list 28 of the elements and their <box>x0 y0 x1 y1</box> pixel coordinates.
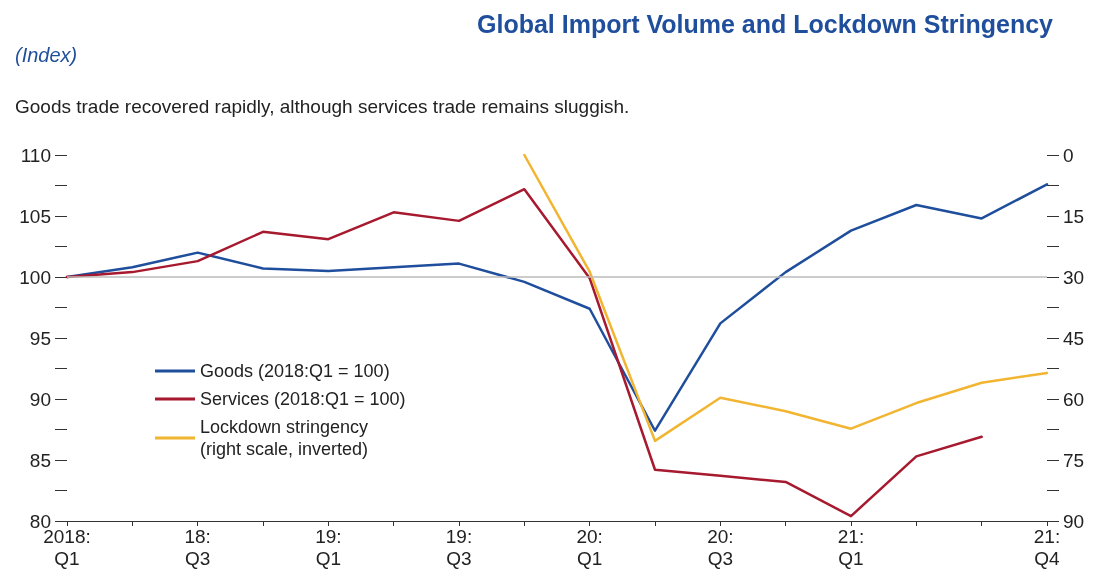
x-tick-label: 21: Q1 <box>837 525 865 569</box>
x-tick-label: 19: Q3 <box>445 525 473 569</box>
y-tick-label: 90 <box>29 388 51 410</box>
line-series <box>523 153 1049 443</box>
x-tick-label: 21: Q4 <box>1033 525 1061 569</box>
y-tick-label: 105 <box>19 205 51 227</box>
y2-tick-label: 60 <box>1063 388 1085 410</box>
y2-tick-label: 30 <box>1063 266 1085 288</box>
y-axis-title: (Index) <box>15 44 78 66</box>
y2-tick-label: 45 <box>1063 327 1085 349</box>
chart-subtitle: Goods trade recovered rapidly, although services trade remains sluggish. <box>15 96 630 117</box>
y-tick-label: 100 <box>19 266 51 288</box>
x-tick-label: 18: Q3 <box>184 525 211 569</box>
y-tick-label: 85 <box>29 449 51 471</box>
y-tick-label: 110 <box>20 144 51 166</box>
legend-label: Lockdown stringency (right scale, inverted) <box>200 417 369 459</box>
y2-tick-label: 15 <box>1063 205 1085 227</box>
x-tick-label: 19: Q1 <box>315 525 342 569</box>
chart-title: Global Import Volume and Lockdown Stringency <box>477 9 1054 38</box>
legend-label: Services (2018:Q1 = 100) <box>200 389 406 409</box>
y2-tick-label: 75 <box>1063 449 1085 471</box>
x-tick-label: 20: Q3 <box>707 525 734 569</box>
x-tick-label: 20: Q1 <box>576 525 603 569</box>
legend-label: Goods (2018:Q1 = 100) <box>200 361 390 381</box>
line-series <box>65 187 983 518</box>
y2-tick-label: 0 <box>1063 144 1074 166</box>
y2-tick-label: 90 <box>1063 510 1085 532</box>
y-tick-label: 95 <box>29 327 51 349</box>
